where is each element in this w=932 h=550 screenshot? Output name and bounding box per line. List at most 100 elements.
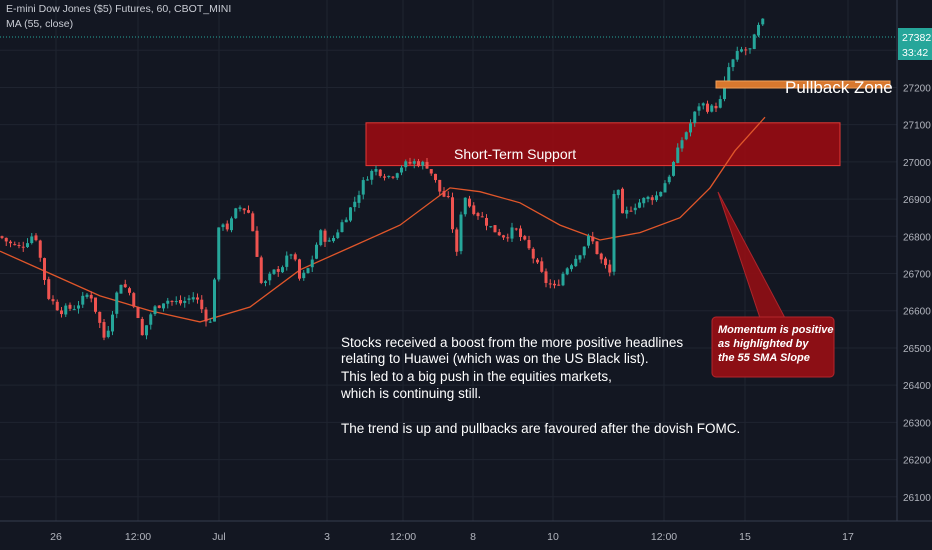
candle-body [264,281,267,283]
candle-body [123,284,127,288]
candle-body [306,268,310,273]
short-term-support-zone[interactable] [365,122,841,167]
candle-body [612,193,616,272]
candle-body [476,213,480,217]
candle-body [667,176,671,183]
candle-body [676,147,680,163]
annotation-layer: Pullback Zone Short-Term Support Momentu… [340,78,893,436]
candle-body [145,325,148,336]
candle-body [650,197,654,201]
candle-body [68,304,72,309]
candle-body [633,207,637,211]
candle-body [102,322,106,338]
candle-body [514,228,518,230]
momentum-callout-box[interactable] [711,316,835,378]
candle-body [493,225,497,233]
candle-body [60,310,63,315]
candle-body [310,259,314,268]
candle-body [98,311,102,323]
price-tick-label: 26400 [903,381,931,392]
ma-legend[interactable]: MA (55, close) [6,18,74,30]
candle-body [540,261,544,272]
candle-body [697,106,701,111]
candle-body [480,216,484,218]
price-tick-label: 26800 [903,232,931,243]
candle-body [119,284,123,294]
candle-body [604,258,607,266]
candle-body [680,140,684,149]
price-tick-label: 26900 [903,195,931,206]
pullback-zone-box[interactable] [715,80,891,89]
candle-body [17,244,21,246]
last-price-badge[interactable] [898,28,932,60]
time-tick-label: 3 [324,531,330,543]
candle-body [183,300,187,303]
candle-body [298,259,301,279]
candle-body [574,258,578,267]
candle-body [438,179,442,192]
candle-body [455,229,459,252]
momentum-callout-text: Momentum is positive as highlighted by t… [718,324,837,364]
candle-body [157,305,161,308]
candle-body [714,105,718,109]
candle-body [621,188,624,214]
candle-body [13,244,17,246]
candle-body [230,218,233,231]
candle-body [166,300,170,304]
candle-body [761,18,765,25]
candle-body [115,292,119,314]
bar-countdown: 33:42 [902,47,928,59]
candle-body [213,279,216,322]
time-tick-label: 15 [739,531,751,543]
candle-body [200,299,204,310]
candle-body [451,197,454,230]
symbol-legend[interactable]: E-mini Dow Jones ($5) Futures, 60, CBOT_… [6,3,232,15]
candle-body [0,236,4,238]
candle-body [208,321,212,323]
candle-body [663,183,667,193]
candle-body [51,299,55,302]
candle-body [289,254,293,256]
candle-body [179,299,182,304]
candle-body [672,161,675,176]
commentary-line-3: This led to a big push in the equities m… [341,369,612,384]
candle-body [740,49,743,52]
candle-body [187,298,191,300]
candle-body [387,175,391,177]
candle-body [744,49,748,51]
candle-body [170,300,174,302]
candle-body [459,214,463,252]
candle-body [561,273,565,286]
candle-body [149,314,153,325]
candle-body [225,223,229,230]
candle-body [638,202,641,208]
candle-body [646,196,650,200]
candle-body [255,230,259,257]
time-tick-label: 10 [547,531,559,543]
candle-body [21,246,25,248]
candle-body [693,111,697,124]
candle-body [752,34,756,50]
price-tick-label: 26300 [903,418,931,429]
candle-body [523,236,527,240]
candle-body [374,169,378,172]
candle-body [582,246,586,256]
price-tick-label: 27000 [903,158,931,169]
candle-body [553,283,556,286]
candle-body [378,169,382,176]
candle-body [557,284,561,286]
candle-body [221,224,225,228]
candle-body [608,264,612,273]
candle-body [9,241,12,244]
candle-body [489,226,493,228]
candle-body [723,80,726,100]
candle-body [578,255,582,260]
momentum-line-1: Momentum is positive [718,324,834,336]
candle-body [502,235,505,238]
candle-body [272,269,276,274]
candle-body [153,306,157,315]
candle-body [383,176,386,178]
candle-body [34,235,38,241]
time-axis-background [0,521,932,550]
